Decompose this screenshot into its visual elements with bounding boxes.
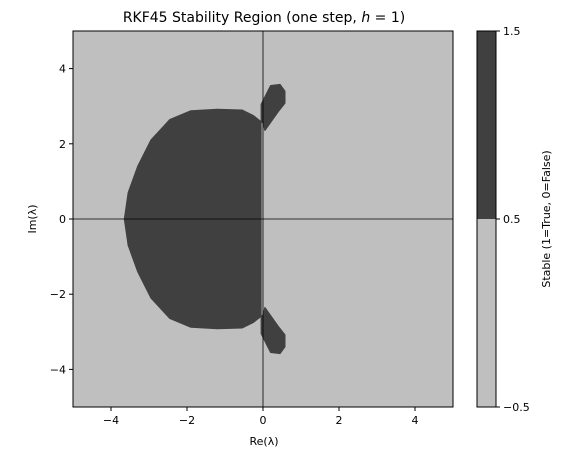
colorbar-tick-label: −0.5 (503, 401, 530, 414)
y-tick-label: 4 (59, 63, 66, 76)
colorbar-segment (477, 219, 496, 407)
x-tick-label: 2 (336, 414, 343, 427)
x-tick-label: −4 (103, 414, 119, 427)
x-axis-label: Re(λ) (249, 435, 278, 448)
y-tick-label: 2 (59, 138, 66, 151)
colorbar: 1.5 0.5 −0.5 (476, 25, 530, 414)
chart-title: RKF45 Stability Region (one step, h = 1) (123, 10, 405, 26)
x-tick-label: 4 (412, 414, 419, 427)
colorbar-label: Stable (1=True, 0=False) (540, 150, 553, 287)
plot-area: −4 −2 0 2 4 −4 −2 0 2 4 (50, 30, 454, 427)
x-tick-label: 0 (260, 414, 267, 427)
colorbar-tick-label: 0.5 (503, 213, 521, 226)
colorbar-tick-label: 1.5 (503, 25, 521, 38)
y-axis-label: Im(λ) (26, 204, 39, 233)
colorbar-segment (477, 31, 496, 219)
x-tick-label: −2 (179, 414, 195, 427)
y-tick-label: −2 (50, 288, 66, 301)
y-tick-label: 0 (59, 213, 66, 226)
y-tick-label: −4 (50, 363, 66, 376)
